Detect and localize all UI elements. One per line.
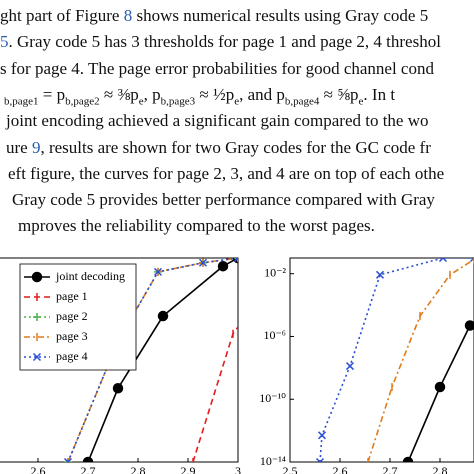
legend-label: page 2 [56,309,88,323]
series-line [192,326,238,462]
marker [402,456,414,462]
y-tick-label: 10⁻¹⁴ [260,454,286,468]
text: s for page 4. The page error probabiliti… [0,58,434,78]
text: e [234,95,240,108]
y-tick-label: 10⁻¹⁰ [259,391,286,405]
text: , p [143,84,161,104]
text-line: ght part of Figure 8 shows numerical res… [0,6,428,26]
plot-frame [0,257,239,463]
marker [63,457,73,462]
marker [375,270,385,279]
plot-frame [289,257,474,463]
text: ght part of Figure [0,6,124,25]
series-line [407,325,471,462]
marker [469,258,474,263]
text: ≈ ⅝p [319,84,359,104]
chart: 2.5 2.6 2.7 2.8 10⁻² 10⁻⁶ 10⁻¹⁰ 10⁻¹⁴ [259,257,474,474]
text-line: eft figure, the curves for page 2, 3, an… [8,164,444,184]
x-tick-label: 2.6 [31,464,46,474]
marker [157,310,169,322]
legend-label: page 3 [56,329,88,343]
x-tick-label: 2.9 [181,464,196,474]
text: e [138,95,144,108]
y-tick-label: 10⁻² [264,265,286,279]
legend-marker [31,271,43,283]
text: e [358,95,364,108]
text: ure [6,137,32,157]
reference-link[interactable]: 5 [0,32,9,52]
marker [464,320,474,331]
text: b,page1 [4,95,39,108]
marker [438,258,448,263]
marker [434,381,446,393]
text: eft figure, the curves for page 2, 3, an… [8,163,445,183]
marker [112,383,124,394]
text: , and p [239,84,285,104]
text-line: Gray code 5 provides better performance … [12,190,435,210]
marker [82,456,94,462]
text-line: joint encoding achieved a significant ga… [6,111,429,131]
text: b,page4 [284,95,320,108]
reference-link[interactable]: 8 [123,6,133,25]
text: . Gray code 5 has 3 thresholds for page … [8,32,441,52]
legend-label: page 4 [56,349,88,363]
text: joint encoding achieved a significant ga… [6,111,429,131]
text: Gray code 5 provides better performance … [12,190,435,210]
text: ≈ ½p [195,84,235,104]
text: , results are shown for two Gray codes f… [40,137,431,157]
text-line: mproves the reliability compared to the … [18,216,375,236]
text: b,page3 [160,95,196,108]
legend-marker [33,313,41,321]
x-tick-label: 2.8 [131,464,146,474]
marker [345,362,355,371]
legend-marker [32,352,42,362]
chart: 2.6 2.7 2.8 2.9 3 joint decoding page 1 page 2 p… [0,257,241,474]
legend-label: joint decoding [55,269,125,283]
text: . In t [363,84,396,104]
marker [153,267,163,276]
text-line: 5. Gray code 5 has 3 thresholds for page… [0,32,441,52]
text: b,page2 [65,95,100,108]
series-line [319,258,474,462]
plot-area [315,258,474,462]
marker [233,258,238,263]
x-tick-label: 2.6 [333,464,348,474]
text-line: b,page1 = pb,page2 ≈ ⅜pe, pb,page3 ≈ ½pe… [4,85,395,107]
text: ≈ ⅜p [99,84,139,104]
reference-link[interactable]: 9 [31,137,41,157]
x-tick-label: 3 [235,464,241,474]
x-tick-label: 2.5 [283,464,298,474]
marker [198,258,208,267]
x-tick-label: 2.7 [383,464,398,474]
text: = p [38,84,66,104]
y-tick-label: 10⁻⁶ [263,328,286,342]
x-tick-label: 2.8 [433,464,448,474]
text-line: s for page 4. The page error probabiliti… [0,59,434,79]
x-tick-label: 2.7 [81,464,96,474]
text-line: ure 9, results are shown for two Gray co… [6,138,431,158]
text: mproves the reliability compared to the … [18,216,375,236]
marker [317,431,327,440]
marker [217,260,229,272]
legend-label: page 1 [56,289,88,303]
marker [315,457,325,462]
text: shows numerical results using Gray code … [132,6,429,25]
